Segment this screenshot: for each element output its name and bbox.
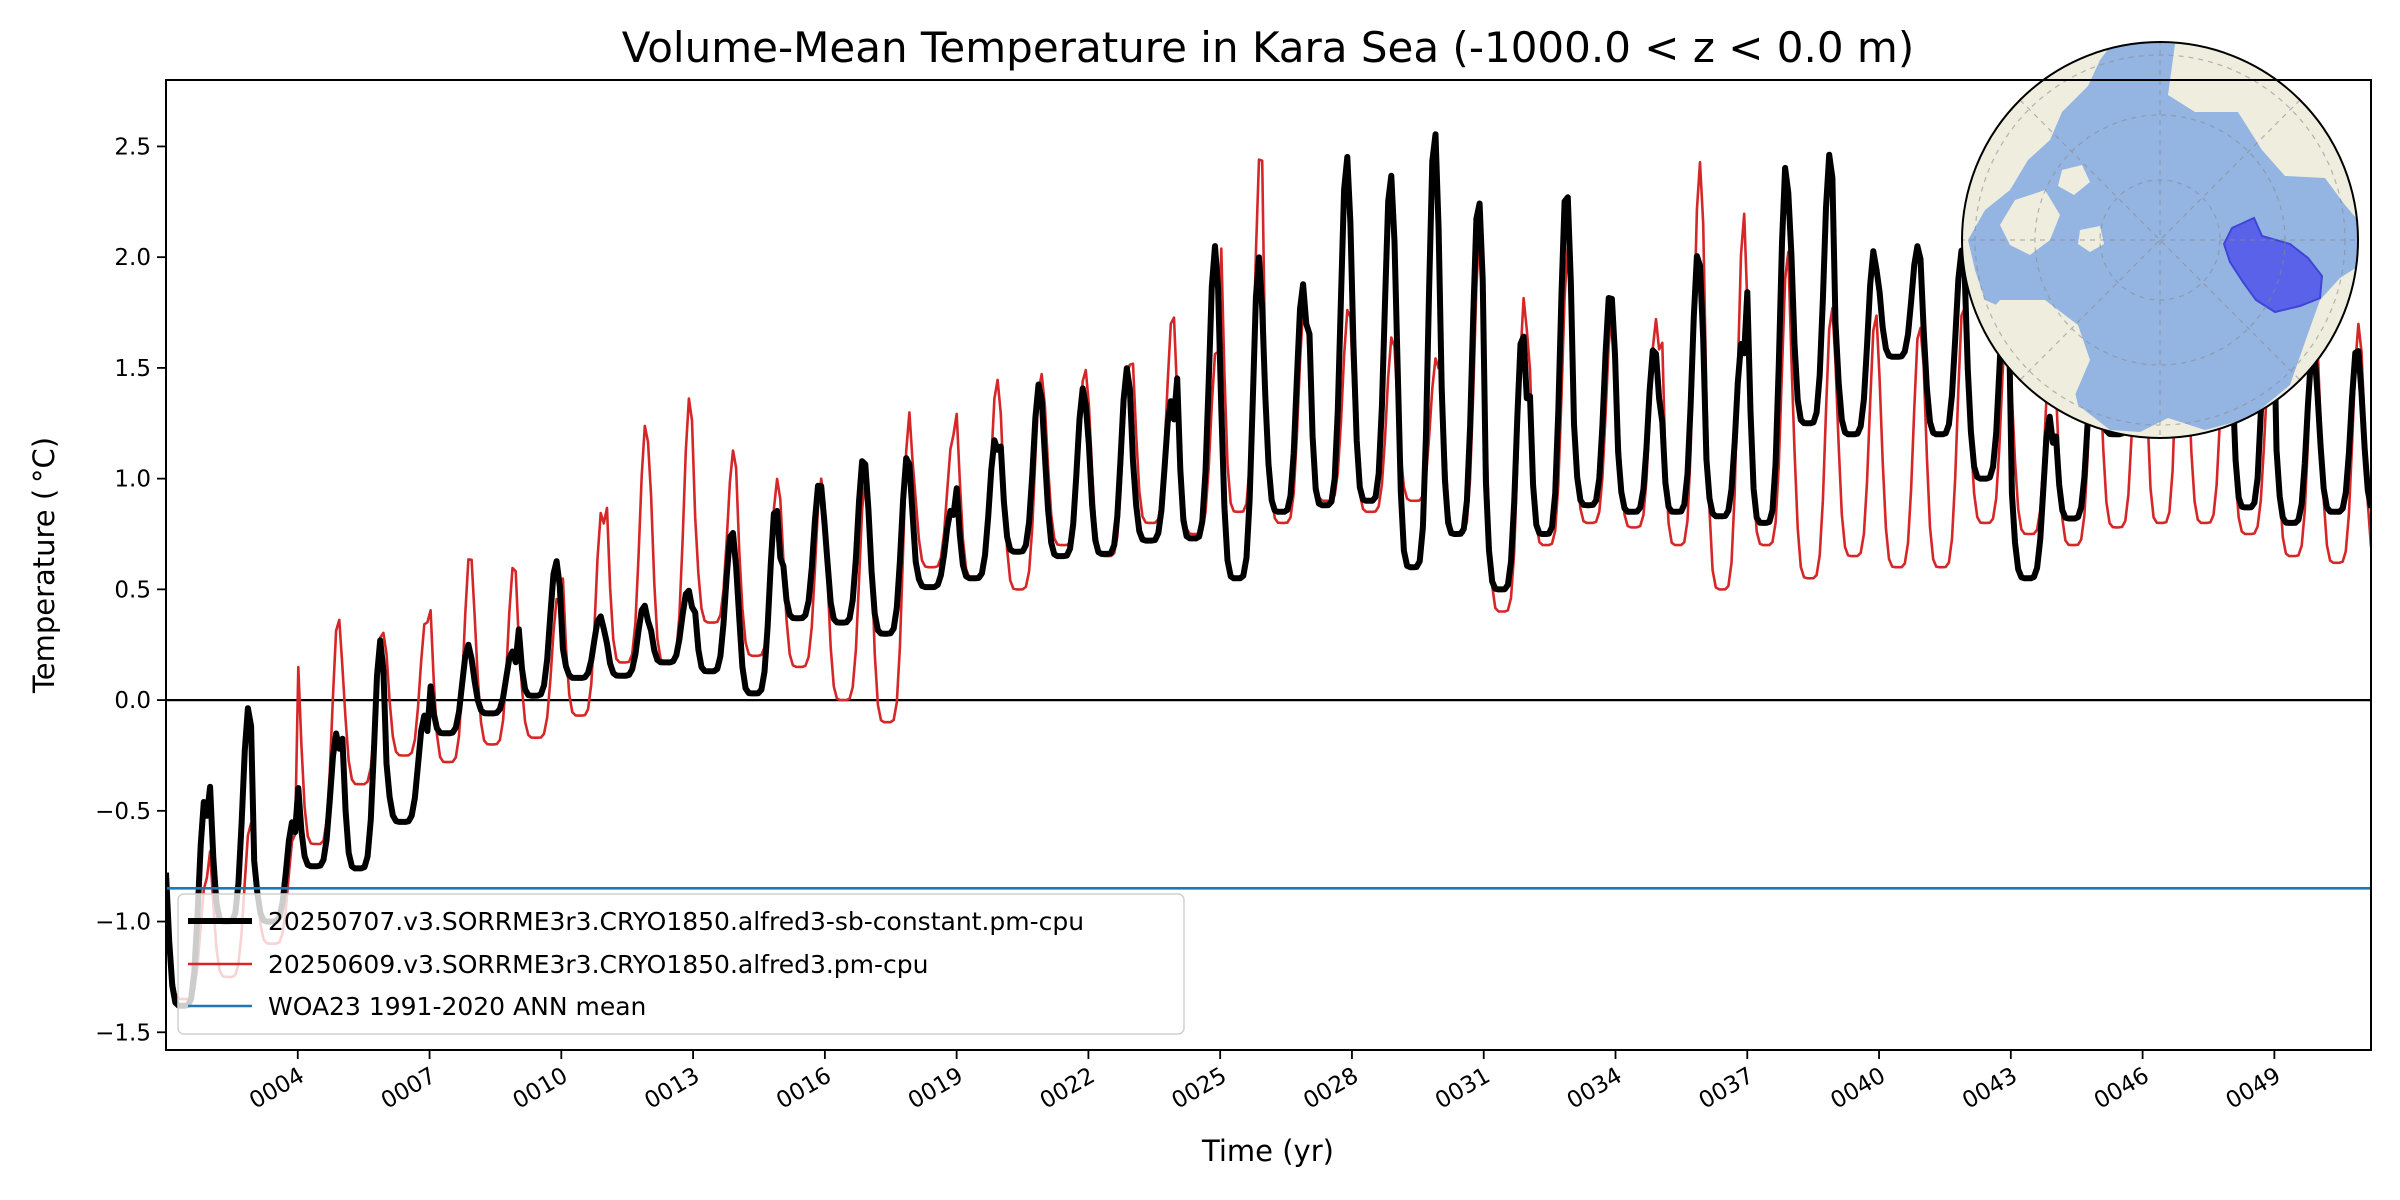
x-tick-label: 0043: [1958, 1063, 2022, 1115]
y-tick-label: −0.5: [95, 799, 151, 825]
x-tick-label: 0040: [1826, 1063, 1890, 1115]
y-tick-label: 0.0: [114, 688, 151, 714]
x-tick-label: 0037: [1695, 1063, 1759, 1115]
x-tick-label: 0046: [2090, 1063, 2154, 1115]
x-tick-label: 0049: [2222, 1063, 2286, 1115]
x-tick-label: 0007: [377, 1063, 441, 1115]
x-tick-label: 0034: [1563, 1063, 1627, 1115]
y-tick-label: 2.0: [114, 245, 151, 271]
y-tick-label: 1.5: [114, 356, 151, 382]
x-tick-label: 0019: [904, 1063, 968, 1115]
plot-frame: [165, 79, 2372, 1051]
canadian-archipelago-land: [2000, 165, 2104, 255]
x-tick-label: 0022: [1036, 1063, 1100, 1115]
y-tick-label: 1.0: [114, 467, 151, 493]
y-tick-label: 2.5: [114, 134, 151, 160]
y-tick-label: −1.5: [95, 1020, 151, 1046]
y-tick-label: −1.0: [95, 910, 151, 936]
y-axis: −1.5 −1.0 −0.5 0.0 0.5 1.0 1.5 2.0 2.5: [95, 134, 166, 1046]
x-axis-title: Time (yr): [1201, 1134, 1334, 1168]
y-axis-title: Temperature ( °C): [27, 437, 61, 694]
x-tick-label: 0031: [1431, 1063, 1495, 1115]
legend-label-woa23: WOA23 1991-2020 ANN mean: [268, 992, 646, 1021]
chart-title: Volume-Mean Temperature in Kara Sea (-10…: [622, 23, 1914, 72]
x-tick-label: 0013: [640, 1063, 704, 1115]
x-tick-label: 0004: [245, 1063, 309, 1115]
x-axis: 0004 0007 0010 0013 0016 0019 0022 0025 0028 0031…: [245, 1050, 2285, 1114]
legend-label-20250609: 20250609.v3.SORRME3r3.CRYO1850.alfred3.p…: [268, 950, 929, 979]
kara-sea-region: [2222, 216, 2324, 314]
x-tick-label: 0028: [1299, 1063, 1363, 1115]
x-tick-label: 0016: [772, 1063, 836, 1115]
legend: 20250707.v3.SORRME3r3.CRYO1850.alfred3-s…: [177, 893, 1185, 1035]
kara-sea-inset-map: [1961, 41, 2359, 439]
x-tick-label: 0010: [509, 1063, 573, 1115]
y-tick-label: 0.5: [114, 577, 151, 603]
legend-label-20250707: 20250707.v3.SORRME3r3.CRYO1850.alfred3-s…: [268, 907, 1084, 936]
x-tick-label: 0025: [1167, 1063, 1231, 1115]
